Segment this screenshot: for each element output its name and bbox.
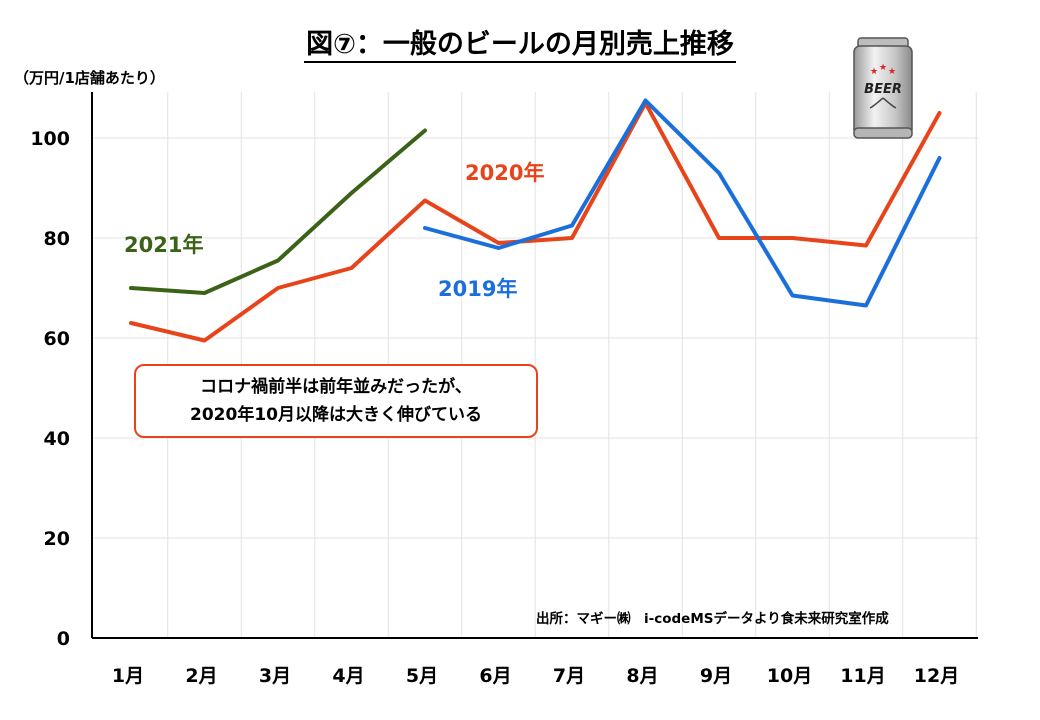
series-line-1	[129, 101, 942, 343]
x-tick-label: 7月	[553, 665, 585, 687]
y-tick-label: 60	[44, 328, 70, 350]
series-label-2021: 2021年	[124, 233, 204, 257]
series-label-2019: 2019年	[438, 277, 518, 301]
x-tick-label: 9月	[700, 665, 732, 687]
series-line-0	[129, 128, 427, 295]
series-line-2	[423, 98, 942, 308]
axes	[91, 92, 978, 639]
grid-lines	[92, 92, 978, 638]
y-tick-label: 20	[44, 528, 70, 550]
x-tick-label: 12月	[914, 665, 959, 687]
x-tick-labels: 1月 2月 3月 4月 5月 6月 7月 8月 9月 10月 11月 12月	[112, 665, 959, 687]
x-tick-label: 6月	[479, 665, 511, 687]
series-label-2020: 2020年	[465, 161, 545, 185]
y-tick-label: 80	[44, 228, 70, 250]
y-tick-label: 100	[30, 128, 70, 150]
y-tick-label: 40	[44, 428, 70, 450]
x-tick-label: 10月	[767, 665, 812, 687]
x-tick-label: 1月	[112, 665, 144, 687]
svg-text:★: ★	[888, 67, 896, 77]
series-lines	[129, 98, 942, 343]
annotation-callout: コロナ禍前半は前年並みだったが、 2020年10月以降は大きく伸びている	[134, 364, 538, 438]
source-note: 出所：マギー㈱ i-codeMSデータより食未来研究室作成	[536, 611, 889, 627]
x-tick-label: 2月	[185, 665, 217, 687]
svg-text:BEER: BEER	[864, 82, 902, 97]
callout-line-1: コロナ禍前半は前年並みだったが、	[200, 377, 472, 397]
x-tick-label: 8月	[626, 665, 658, 687]
svg-text:★: ★	[870, 67, 878, 77]
y-tick-labels: 0 20 40 60 80 100	[30, 128, 70, 650]
callout-line-2: 2020年10月以降は大きく伸びている	[190, 405, 482, 425]
y-tick-label: 0	[57, 628, 70, 650]
x-tick-label: 4月	[332, 665, 364, 687]
svg-text:★: ★	[879, 63, 887, 73]
x-tick-label: 5月	[406, 665, 438, 687]
y-unit-label: （万円/1店舗あたり）	[14, 69, 165, 87]
x-tick-label: 3月	[259, 665, 291, 687]
beer-can-icon: ★ ★ ★ BEER	[853, 37, 913, 139]
chart-title: 図⑦：一般のビールの月別売上推移	[0, 22, 1040, 63]
x-tick-label: 11月	[840, 665, 885, 687]
